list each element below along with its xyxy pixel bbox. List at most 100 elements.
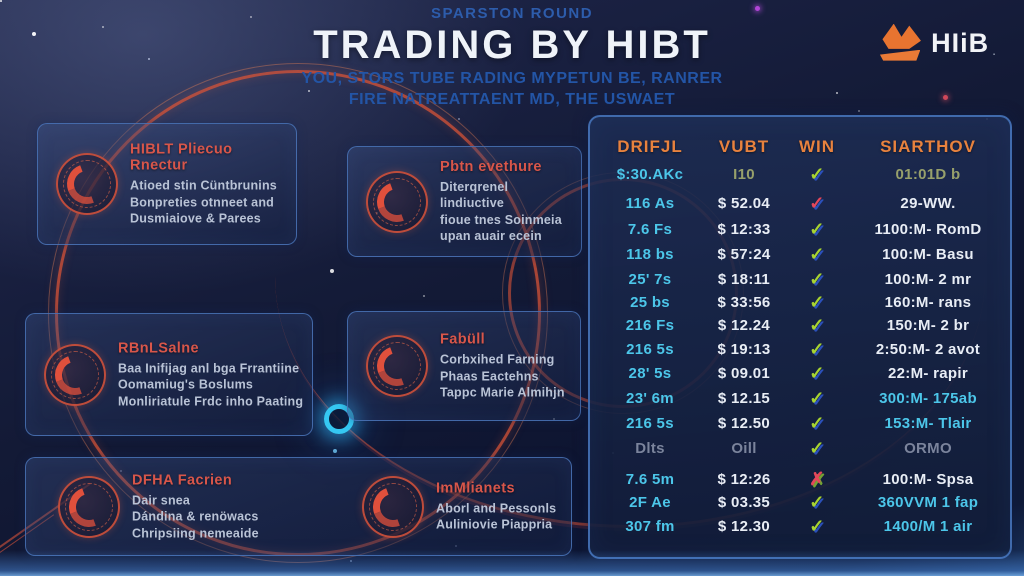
purple-dot xyxy=(755,6,760,11)
vubt-cell: $ 33:56 xyxy=(717,293,771,311)
card-title: ImMlianets xyxy=(436,480,515,496)
vubt-cell: $ 09.01 xyxy=(717,364,771,382)
drifjl-cell: 25 bs xyxy=(630,293,670,311)
win-cell: ✓ xyxy=(784,517,850,536)
feature-card: Fabüll Corbxihed Farning Phaas Eactehns … xyxy=(347,311,581,421)
table-row: 307 fm $ 12.30 ✓ 1400/M 1 air xyxy=(590,514,1010,538)
drifjl-cell: 28' 5s xyxy=(628,364,672,382)
check-green-icon: ✓ xyxy=(809,243,825,264)
table-row: 2F Ae $ 03.35 ✓ 360VVM 1 fap xyxy=(590,490,1010,514)
win-cell: ✓ xyxy=(784,194,850,213)
win-cell: ✓ xyxy=(784,293,850,312)
table-row: 28' 5s $ 09.01 ✓ 22:M- rapir xyxy=(590,361,1010,385)
header-subtitle-2: FIRE NATREATTAENT MD, THE USWAET xyxy=(348,91,676,108)
card-title: HIBLT Pliecuo Rnectur xyxy=(130,141,233,174)
siarthov-cell: ORMO xyxy=(904,439,952,457)
card-title: Fabüll xyxy=(440,331,486,348)
siarthov-cell: 100:M- 2 mr xyxy=(884,270,972,288)
win-cell: ✓ xyxy=(784,270,850,289)
drifjl-cell: $:30.AKc xyxy=(616,165,684,183)
card-line: Atioed stin Cüntbrunins xyxy=(130,178,277,193)
table-row: 25' 7s $ 18:11 ✓ 100:M- 2 mr xyxy=(590,267,1010,291)
card-line: upan auair ecein xyxy=(440,229,542,243)
table-row: 216 Fs $ 12.24 ✓ 150:M- 2 br xyxy=(590,313,1010,337)
col-header-win: WIN xyxy=(798,137,836,156)
vubt-cell: $ 12.24 xyxy=(717,316,771,334)
vubt-cell: $ 57:24 xyxy=(717,245,771,263)
card-line: Oomamiug's Boslums xyxy=(118,377,254,392)
win-cell: ✓ xyxy=(784,439,850,458)
vubt-cell: $ 12.15 xyxy=(717,389,771,407)
check-green-icon: ✓ xyxy=(809,437,825,458)
card-line: Auliniovie Piappria xyxy=(436,517,553,532)
card-line: Dándina & renöwacs xyxy=(132,509,259,524)
table-row: $:30.AKc I10 ✓ 01:01D b xyxy=(590,162,1010,186)
header-kicker: SPARSTON ROUND xyxy=(430,5,594,22)
table-row: 216 5s $ 19:13 ✓ 2:50:M- 2 avot xyxy=(590,337,1010,361)
card-title: Pbtn evethure xyxy=(440,158,542,175)
siarthov-cell: 1100:M- RomD xyxy=(874,220,982,238)
check-green-icon: ✓ xyxy=(809,314,825,335)
card-line: Aborl and Pessonls xyxy=(436,501,557,515)
siarthov-cell: 150:M- 2 br xyxy=(886,316,970,334)
col-header-siarthov: SIARTHOV xyxy=(880,137,976,156)
drifjl-cell: 23' 6m xyxy=(626,389,674,407)
vubt-cell: Oill xyxy=(731,439,757,457)
robot-badge-icon xyxy=(44,343,106,406)
logo-text: HIiB xyxy=(931,27,990,58)
card-line: Chripsiing nemeaide xyxy=(132,525,259,540)
win-cell: ✓ xyxy=(784,220,850,239)
card-line: Monliriatule Frdc inho Paating xyxy=(118,393,304,408)
check-green-icon: ✓ xyxy=(809,338,825,359)
table-row: 116 As $ 52.04 ✓ 29-WW. xyxy=(590,191,1010,215)
win-cell: ✓ xyxy=(784,165,850,184)
feature-card: HIBLT Pliecuo Rnectur Atioed stin Cüntbr… xyxy=(37,123,297,245)
gauge-badge-icon xyxy=(56,153,118,215)
siarthov-cell: 22:M- rapir xyxy=(888,364,968,382)
drifjl-cell: 216 Fs xyxy=(625,316,675,334)
drifjl-cell: 116 As xyxy=(625,194,675,212)
siarthov-cell: 1400/M 1 air xyxy=(883,517,973,535)
siarthov-cell: 153:M- Tlair xyxy=(884,414,972,432)
card-title: DFHA Facrien xyxy=(132,471,233,488)
logo-dot: . xyxy=(992,42,996,58)
vubt-cell: $ 03.35 xyxy=(717,493,771,511)
x-red-icon: ✗ xyxy=(809,468,825,489)
drifjl-cell: 7.6 Fs xyxy=(627,220,673,238)
col-header-vubt: VUBT xyxy=(718,137,770,156)
drifjl-cell: 2F Ae xyxy=(629,493,671,511)
win-cell: ✗ xyxy=(784,470,850,489)
siarthov-cell: 100:M- Spsa xyxy=(882,470,974,488)
feature-card: RBnLSalne Baa Inifijag anl bga Frrantiin… xyxy=(25,313,313,436)
drifjl-cell: 7.6 5m xyxy=(625,470,675,488)
check-green-icon: ✓ xyxy=(809,163,825,184)
win-cell: ✓ xyxy=(784,364,850,383)
page-title: TRADING BY HIBT xyxy=(313,23,711,67)
col-header-drifjl: DRIFJL xyxy=(617,137,683,156)
siarthov-cell: 160:M- rans xyxy=(884,293,972,311)
vubt-cell: $ 12.30 xyxy=(717,517,771,535)
brand-logo: HIiB . xyxy=(878,22,996,64)
table-row: 7.6 5m $ 12:26 ✗ 100:M- Spsa xyxy=(590,467,1010,491)
emblem-badge-icon xyxy=(362,475,424,538)
card-line: Phaas Eactehns xyxy=(440,368,539,383)
check-green-icon: ✓ xyxy=(809,491,825,512)
check-red-icon: ✓ xyxy=(809,192,825,213)
win-cell: ✓ xyxy=(784,493,850,512)
drifjl-cell: 216 5s xyxy=(626,340,674,358)
check-green-icon: ✓ xyxy=(809,387,825,408)
win-cell: ✓ xyxy=(784,414,850,433)
card-line: Corbxihed Farning xyxy=(440,352,555,367)
header: SPARSTON ROUND TRADING BY HIBT YOU, STOR… xyxy=(0,5,1024,110)
check-green-icon: ✓ xyxy=(809,268,825,289)
win-cell: ✓ xyxy=(784,245,850,264)
drifjl-cell: 307 fm xyxy=(625,517,675,535)
vubt-cell: $ 12:26 xyxy=(717,470,771,488)
card-line: fioue tnes Soinmeia xyxy=(440,212,562,227)
check-green-icon: ✓ xyxy=(809,412,825,433)
siarthov-cell: 300:M- 175ab xyxy=(879,389,977,407)
table-row: 118 bs $ 57:24 ✓ 100:M- Basu xyxy=(590,242,1010,266)
drifjl-cell: 25' 7s xyxy=(628,270,672,288)
vubt-cell: $ 52.04 xyxy=(717,194,771,212)
card-title: RBnLSalne xyxy=(118,339,199,356)
